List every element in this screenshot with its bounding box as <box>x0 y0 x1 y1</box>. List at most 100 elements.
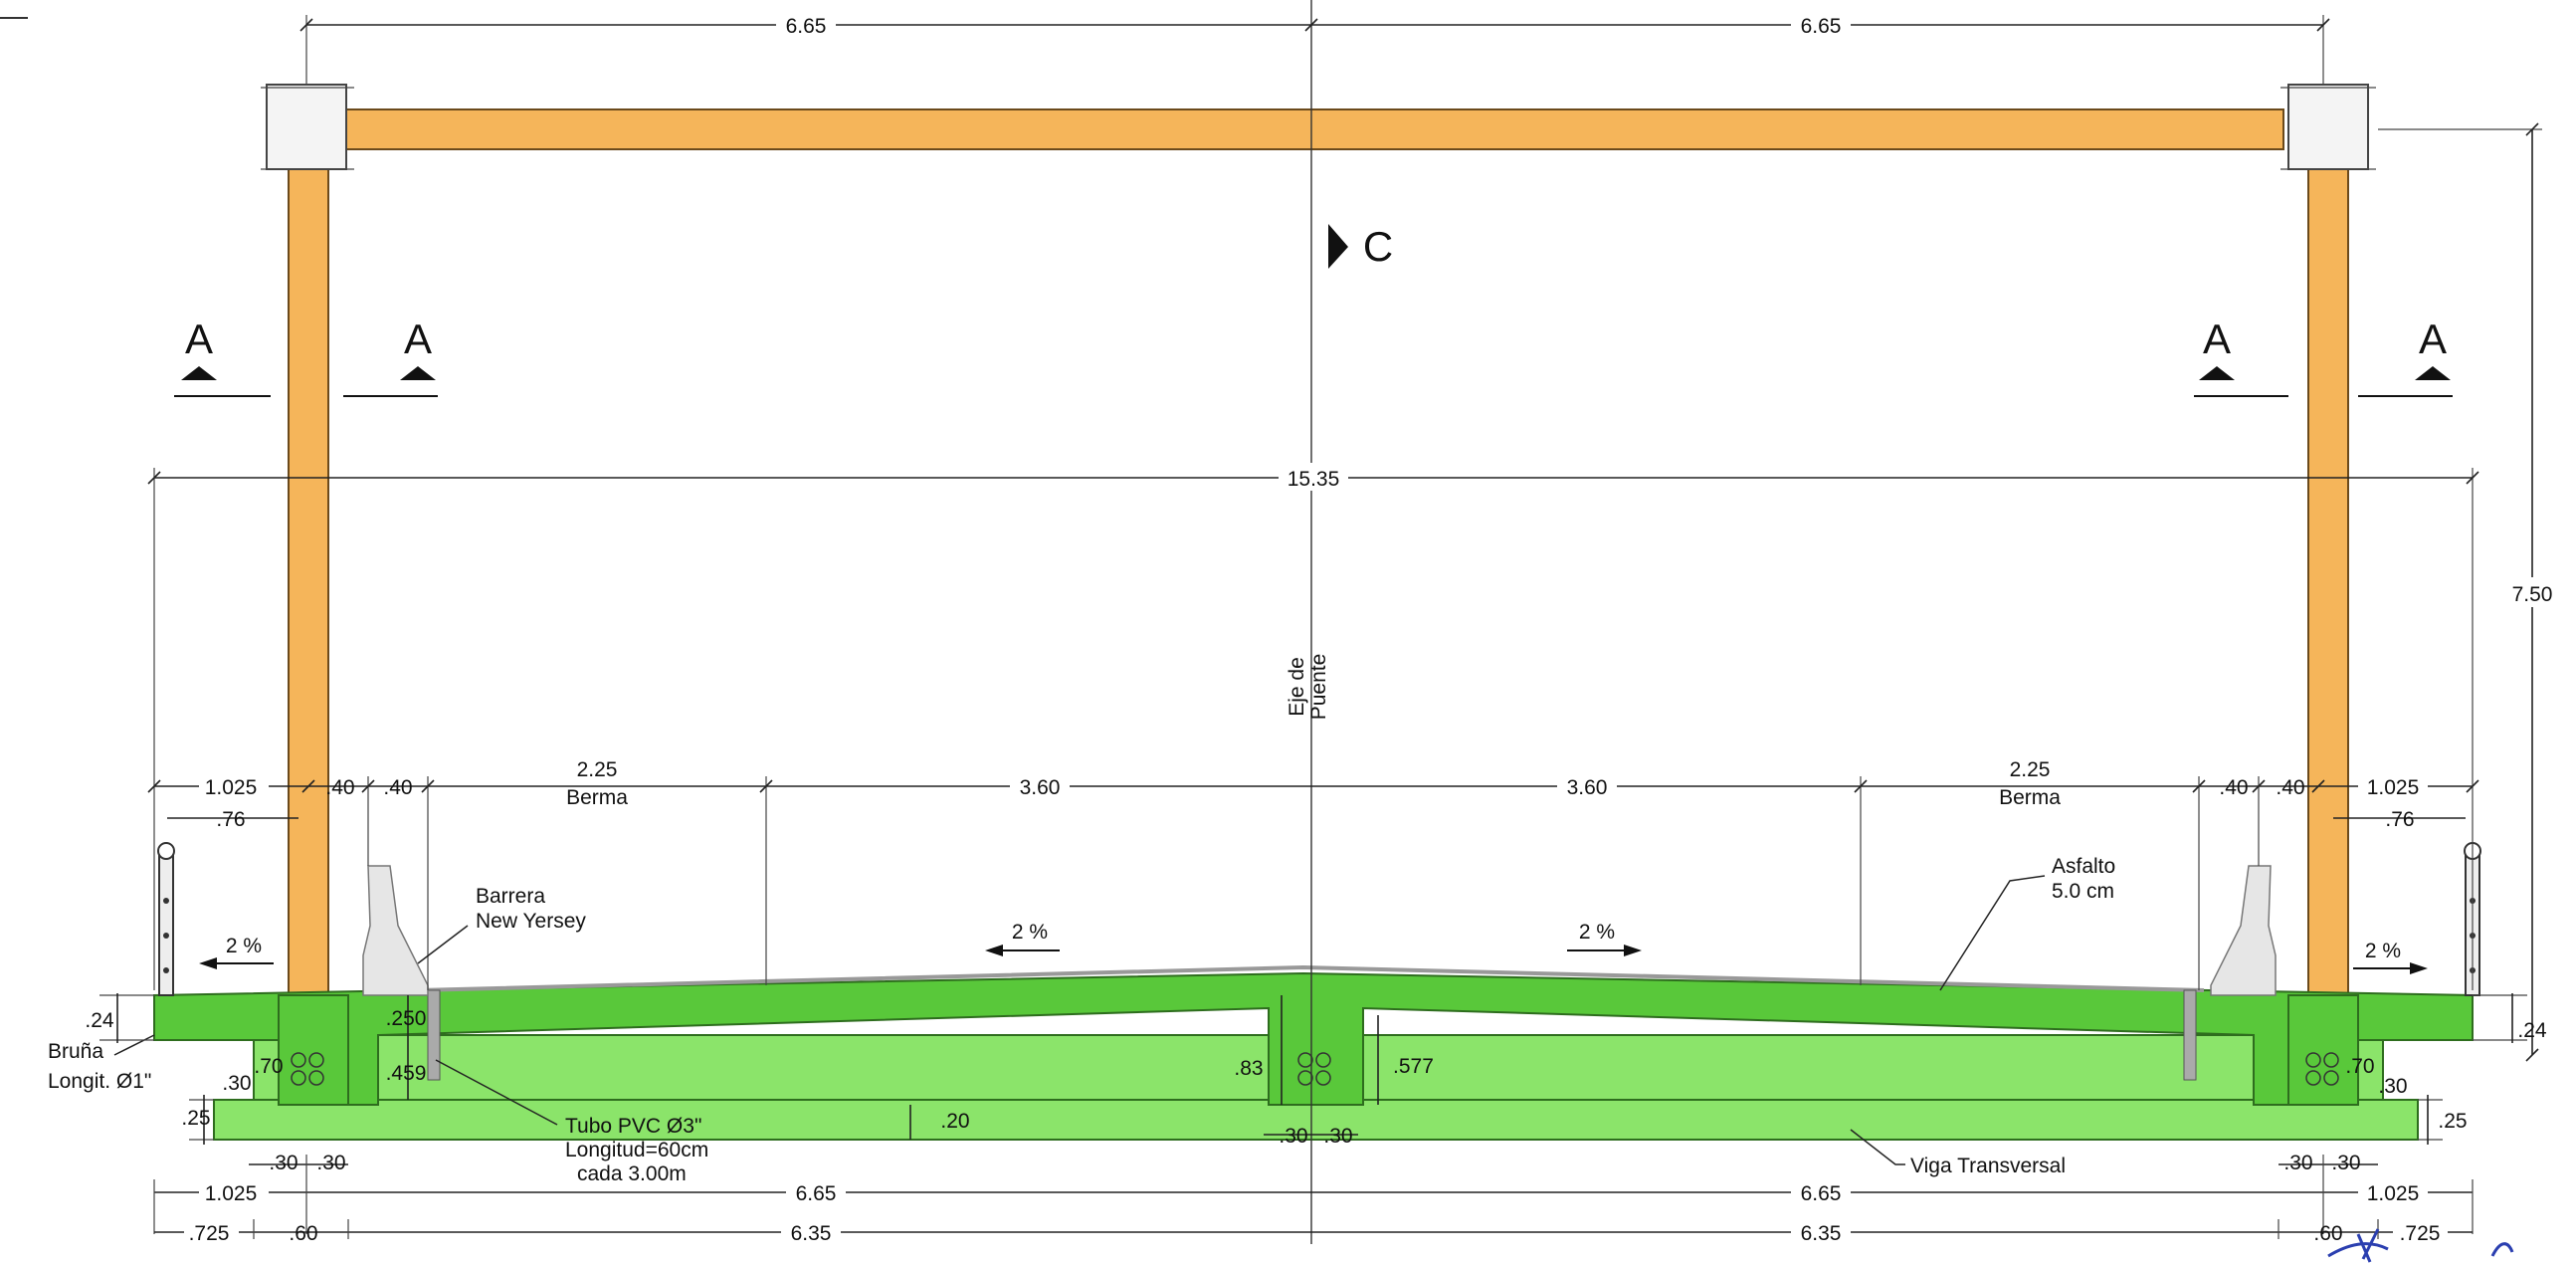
new-jersey-barrier-left <box>362 865 429 996</box>
svg-text:Longit. Ø1": Longit. Ø1" <box>48 1070 151 1093</box>
svg-text:2 %: 2 % <box>1012 921 1048 944</box>
slope-3: 2 % <box>1567 921 1642 956</box>
dim-577: .577 <box>1393 1055 1434 1078</box>
svg-text:A: A <box>2203 316 2231 362</box>
dim-row2-left-060: .60 <box>289 1222 317 1245</box>
dim-left-1025: 1.025 <box>205 776 258 799</box>
callouts: Barrera New Yersey Asfalto 5.0 cm Bruña … <box>48 855 2115 1185</box>
label-right-berma: Berma <box>1999 786 2061 809</box>
dim-right-030: .30 <box>2378 1075 2407 1098</box>
dim-center-360a: 3.60 <box>1020 776 1061 799</box>
slope-4: 2 % <box>2353 940 2428 974</box>
barriers <box>157 842 2481 996</box>
dim-right-berma: 2.25 <box>2010 758 2051 781</box>
svg-text:2 %: 2 % <box>226 935 262 957</box>
right-column <box>2307 168 2349 1046</box>
dim-459: .459 <box>386 1062 427 1085</box>
dim-right-040b: .40 <box>2276 776 2304 799</box>
section-dimensions: .24 .70 .30 .25 .250 .459 .83 .577 .20 .… <box>85 993 2547 1148</box>
rebar-group-right <box>2305 1052 2339 1086</box>
svg-text:A: A <box>404 316 432 362</box>
dim-left-076: .76 <box>216 808 245 831</box>
pvc-pipe-left <box>427 989 441 1081</box>
dim-row2-right-060: .60 <box>2313 1222 2342 1245</box>
dim-left-040a: .40 <box>325 776 354 799</box>
section-marks: A A A A C <box>174 223 2453 397</box>
svg-text:2 %: 2 % <box>1579 921 1615 944</box>
dim-right-025: .25 <box>2438 1110 2467 1133</box>
dim-row1-left-1025: 1.025 <box>205 1182 258 1205</box>
callout-transverse-beam: Viga Transversal <box>1850 1129 2066 1177</box>
dim-top-left: 6.65 <box>786 15 827 38</box>
dim-center-360b: 3.60 <box>1567 776 1608 799</box>
dim-row2-right-725: .725 <box>2400 1222 2441 1245</box>
right-column-base <box>2287 994 2359 1106</box>
dim-left-berma: 2.25 <box>577 758 618 781</box>
dim-left-040b: .40 <box>383 776 412 799</box>
dim-250: .250 <box>386 1007 427 1030</box>
railing-left <box>157 842 175 996</box>
section-mark-a4: A <box>2358 316 2453 397</box>
dim-row1-right-1025: 1.025 <box>2367 1182 2420 1205</box>
dim-left-030: .30 <box>222 1072 251 1095</box>
dim-bottom-left-030b: .30 <box>316 1152 345 1174</box>
svg-text:New Yersey: New Yersey <box>476 910 586 933</box>
handwritten-signature <box>2327 1228 2514 1263</box>
svg-text:Bruña: Bruña <box>48 1040 103 1063</box>
dim-bottom-right-030a: .30 <box>2283 1152 2312 1174</box>
deck-structure <box>153 964 2474 1141</box>
portal-frame <box>261 84 2376 1046</box>
dim-overall-width: 15.35 <box>1288 468 1340 491</box>
dim-bottom-right-030b: .30 <box>2331 1152 2360 1174</box>
svg-text:Tubo PVC Ø3": Tubo PVC Ø3" <box>565 1115 701 1138</box>
svg-text:A: A <box>2419 316 2447 362</box>
svg-text:Barrera: Barrera <box>476 885 545 908</box>
dim-left-024: .24 <box>85 1009 114 1032</box>
axis-label-line1: Eje de <box>1286 657 1308 717</box>
callout-bruna: Bruña Longit. Ø1" <box>48 1034 155 1093</box>
bottom-dimensions: .30 .30 .30 .30 1.025 6.65 6.65 1.025 .7… <box>153 1152 2474 1246</box>
left-column-base <box>278 994 349 1106</box>
svg-text:Viga Transversal: Viga Transversal <box>1910 1155 2066 1177</box>
svg-text:Longitud=60cm: Longitud=60cm <box>565 1139 708 1161</box>
slope-1: 2 % <box>199 935 274 969</box>
dim-center-030b: .30 <box>1323 1125 1352 1148</box>
overall-width-dimension: 15.35 <box>147 463 2479 990</box>
dim-height: 7.50 <box>2512 583 2553 606</box>
rebar-group-left <box>291 1052 324 1086</box>
top-girder <box>342 108 2284 150</box>
dim-left-025: .25 <box>181 1107 210 1130</box>
bridge-axis: Eje de Puente <box>1286 0 1330 1244</box>
section-mark-a2: A <box>343 316 438 397</box>
svg-text:C: C <box>1363 223 1393 270</box>
dim-center-030a: .30 <box>1279 1125 1307 1148</box>
left-column <box>288 168 329 1046</box>
dim-row2-left-725: .725 <box>189 1222 230 1245</box>
callout-barrier: Barrera New Yersey <box>417 885 586 964</box>
dim-083: .83 <box>1234 1057 1263 1080</box>
dim-right-070: .70 <box>2345 1055 2374 1078</box>
dim-row2-left-635: 6.35 <box>791 1222 832 1245</box>
svg-text:5.0 cm: 5.0 cm <box>2052 880 2114 903</box>
deck-dimension-row: 1.025 .40 .40 2.25 Berma 3.60 3.60 2.25 … <box>147 758 2479 990</box>
dim-top-right: 6.65 <box>1801 15 1842 38</box>
section-mark-a1: A <box>174 316 271 397</box>
dim-row1-right-665: 6.65 <box>1801 1182 1842 1205</box>
dim-left-070: .70 <box>254 1055 283 1078</box>
dim-row2-right-635: 6.35 <box>1801 1222 1842 1245</box>
slope-2: 2 % <box>985 921 1060 956</box>
right-column-cap <box>2280 84 2376 170</box>
svg-text:A: A <box>185 316 213 362</box>
dim-right-1025: 1.025 <box>2367 776 2420 799</box>
svg-text:cada 3.00m: cada 3.00m <box>577 1162 687 1185</box>
slope-indicators: 2 % 2 % 2 % 2 % <box>199 921 2428 974</box>
left-column-cap <box>261 84 354 170</box>
dim-bottom-left-030a: .30 <box>269 1152 297 1174</box>
section-mark-a3: A <box>2194 316 2288 397</box>
top-dimension-row: 6.65 6.65 <box>299 10 2330 85</box>
callout-asphalt: Asfalto 5.0 cm <box>1939 855 2115 991</box>
svg-text:Asfalto: Asfalto <box>2052 855 2115 878</box>
svg-text:2 %: 2 % <box>2365 940 2401 962</box>
dim-right-076: .76 <box>2385 808 2414 831</box>
